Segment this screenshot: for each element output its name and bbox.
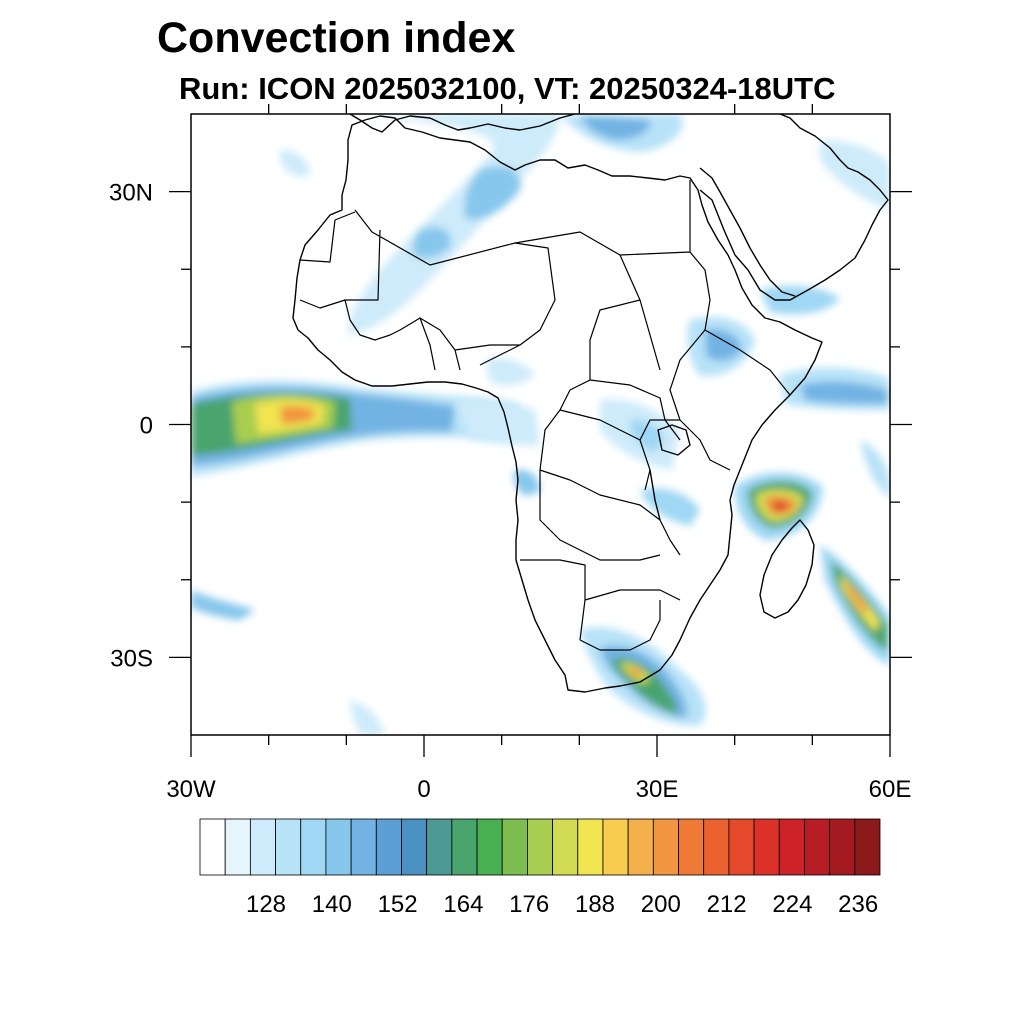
colorbar-swatch — [375, 818, 402, 876]
lat-tick-label: 30S — [110, 645, 153, 672]
colorbar-swatch — [426, 818, 453, 876]
colorbar-label: 140 — [312, 891, 352, 918]
lon-tick-label: 30E — [636, 776, 679, 803]
colorbar-swatch — [527, 818, 553, 876]
colorbar-swatch — [703, 818, 730, 876]
colorbar-swatch — [325, 818, 352, 876]
colorbar-swatch — [678, 818, 705, 876]
colorbar-swatch — [552, 818, 579, 876]
colorbar-swatch — [501, 818, 528, 876]
colorbar-swatch — [778, 818, 805, 876]
itcz-atlantic-band — [191, 380, 520, 476]
colorbar-label: 200 — [641, 891, 681, 918]
lon-tick-label: 0 — [417, 776, 430, 803]
colorbar-swatch — [829, 818, 856, 876]
border-lines — [299, 180, 791, 651]
north-africa-band — [191, 114, 890, 620]
colorbar-label: 212 — [707, 891, 747, 918]
colorbar-swatch — [249, 818, 276, 876]
colorbar: 128 140 152 164 176 188 200 212 224 236 — [199, 818, 881, 918]
colorbar-swatch — [602, 818, 629, 876]
colorbar-swatch — [652, 818, 679, 876]
lon-tick-label: 30W — [166, 776, 216, 803]
red-sea-gulf-coast — [699, 167, 796, 297]
convection-field — [191, 114, 890, 735]
africa-coastline — [292, 115, 823, 693]
colorbar-swatch — [476, 818, 503, 876]
lat-tick-label: 0 — [140, 413, 153, 440]
colorbar-swatch — [451, 818, 478, 876]
map-title: Convection index — [157, 14, 516, 62]
colorbar-swatch — [854, 818, 881, 876]
axis-labels: 30W 0 30E 60E 30N 0 30S — [109, 180, 911, 803]
europe-coastline — [349, 114, 576, 133]
mozambique-channel-patch — [734, 440, 890, 665]
colorbar-swatch — [577, 818, 604, 876]
axis-ticks — [169, 104, 912, 757]
coastlines-and-borders — [292, 114, 889, 693]
colorbar-swatch — [300, 818, 327, 876]
colorbar-label: 188 — [575, 891, 615, 918]
lon-tick-label: 60E — [869, 776, 912, 803]
colorbar-swatch — [627, 818, 654, 876]
colorbar-swatch — [199, 818, 226, 876]
colorbar-label: 224 — [772, 891, 812, 918]
colorbar-swatch — [753, 818, 780, 876]
madagascar-coastline — [759, 519, 815, 619]
colorbar-swatch — [350, 818, 377, 876]
colorbar-swatch — [275, 818, 302, 876]
colorbar-swatch — [224, 818, 251, 876]
south-africa-patch — [350, 627, 706, 735]
colorbar-swatch — [728, 818, 755, 876]
congo-patch — [455, 399, 680, 496]
colorbar-swatch — [804, 818, 831, 876]
lat-tick-label: 30N — [109, 180, 153, 207]
colorbar-swatch — [401, 818, 428, 876]
arabia-coastline — [699, 114, 889, 301]
colorbar-label: 152 — [378, 891, 418, 918]
colorbar-label: 176 — [509, 891, 549, 918]
map-subtitle: Run: ICON 2025032100, VT: 20250324-18UTC — [179, 71, 836, 106]
colorbar-label: 164 — [443, 891, 483, 918]
colorbar-label: 128 — [246, 891, 286, 918]
colorbar-label: 236 — [838, 891, 878, 918]
lake-tanganyika — [649, 469, 661, 521]
lake-victoria — [657, 424, 691, 456]
